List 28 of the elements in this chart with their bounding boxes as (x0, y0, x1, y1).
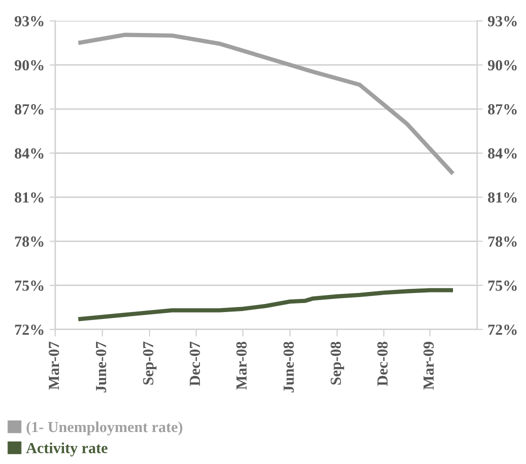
x-tick-label: June-08 (284, 342, 294, 392)
y2-tick-label: 90% (488, 60, 517, 70)
y-tick-label: 78% (15, 236, 44, 247)
line-series (76, 32, 456, 176)
legend-label: (1- Unemployment rate) (26, 421, 182, 436)
x-tick-label: Mar-08 (236, 342, 247, 390)
x-tick-label: Sep-08 (330, 342, 344, 385)
y-tick-label: 72% (15, 324, 44, 335)
y2-tick-label: 72% (488, 324, 517, 335)
y-tick-label: 87% (14, 104, 44, 115)
y2-tick-label: 84% (488, 148, 517, 159)
y2-tick-label: 81% (488, 192, 517, 203)
y2-tick-label: 78% (488, 236, 517, 247)
x-tick-label: Sep-07 (143, 342, 156, 385)
x-tick-label: June-07 (96, 342, 106, 392)
x-tick-label: Mar-07 (48, 342, 60, 390)
x-tick-label: Mar-09 (423, 342, 434, 390)
legend-label: Activity rate (26, 442, 108, 456)
x-tick-label: Dec-07 (190, 342, 200, 386)
x-tick-label: Dec-08 (377, 342, 388, 386)
y-tick-label: 75% (15, 280, 44, 291)
y-tick-label: 93% (14, 16, 44, 26)
y-tick-label: 84% (14, 148, 44, 159)
y-tick-label: 81% (14, 192, 44, 203)
y-tick-label: 90% (14, 60, 44, 70)
y2-tick-label: 87% (488, 104, 517, 115)
y2-tick-label: 93% (488, 16, 517, 26)
y2-tick-label: 75% (488, 280, 517, 291)
